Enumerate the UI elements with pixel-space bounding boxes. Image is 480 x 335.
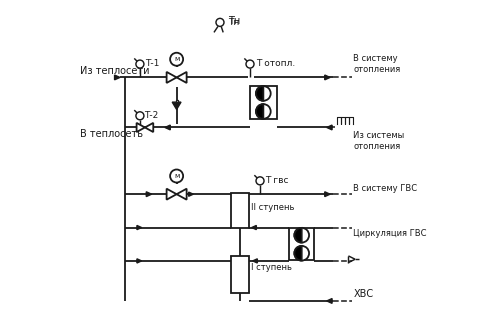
Polygon shape [137,123,145,132]
Polygon shape [252,259,257,263]
Circle shape [256,86,271,101]
Text: ХВС: ХВС [353,289,373,299]
Circle shape [294,228,309,243]
Circle shape [170,170,183,183]
Text: м: м [174,173,179,179]
Polygon shape [177,189,187,200]
Polygon shape [165,125,170,130]
Text: I ступень: I ступень [251,263,292,272]
Text: Т отопл.: Т отопл. [256,59,295,68]
Circle shape [136,60,144,68]
Polygon shape [325,75,330,80]
Polygon shape [115,75,120,80]
Bar [231,193,249,228]
Text: Т-2: Т-2 [144,111,158,120]
Text: Т гвс: Т гвс [265,176,289,185]
Text: В систему ГВС: В систему ГВС [353,184,418,193]
Bar [289,228,314,260]
Polygon shape [252,225,256,230]
Text: Т-1: Т-1 [145,59,159,68]
Text: Тн: Тн [228,16,240,26]
Text: В систему
отопления: В систему отопления [353,54,401,74]
Wedge shape [294,228,302,243]
Circle shape [136,112,144,120]
Circle shape [294,246,309,261]
Text: Из теплосети: Из теплосети [80,66,149,76]
Text: В теплосеть: В теплосеть [80,129,143,139]
Wedge shape [256,86,264,101]
Polygon shape [325,192,330,197]
Polygon shape [137,259,142,263]
Text: м: м [174,56,179,62]
Text: Циркуляция ГВС: Циркуляция ГВС [353,229,427,238]
Polygon shape [167,189,177,200]
Polygon shape [327,125,332,130]
Text: II ступень: II ступень [251,203,294,212]
Polygon shape [172,102,181,110]
Circle shape [256,177,264,185]
Text: Из системы
отопления: Из системы отопления [353,131,405,151]
Circle shape [216,18,224,26]
Text: Тн: Тн [228,18,240,27]
Polygon shape [167,72,177,83]
Bar [250,86,276,119]
Polygon shape [189,192,193,196]
Wedge shape [256,104,264,119]
Bar [231,256,249,292]
Circle shape [256,104,271,119]
Polygon shape [327,298,332,304]
Polygon shape [177,72,187,83]
Polygon shape [146,192,152,197]
Polygon shape [137,225,142,230]
Polygon shape [145,123,153,132]
Circle shape [170,53,183,66]
Circle shape [246,60,254,68]
Bar [176,100,178,102]
Wedge shape [294,246,302,261]
